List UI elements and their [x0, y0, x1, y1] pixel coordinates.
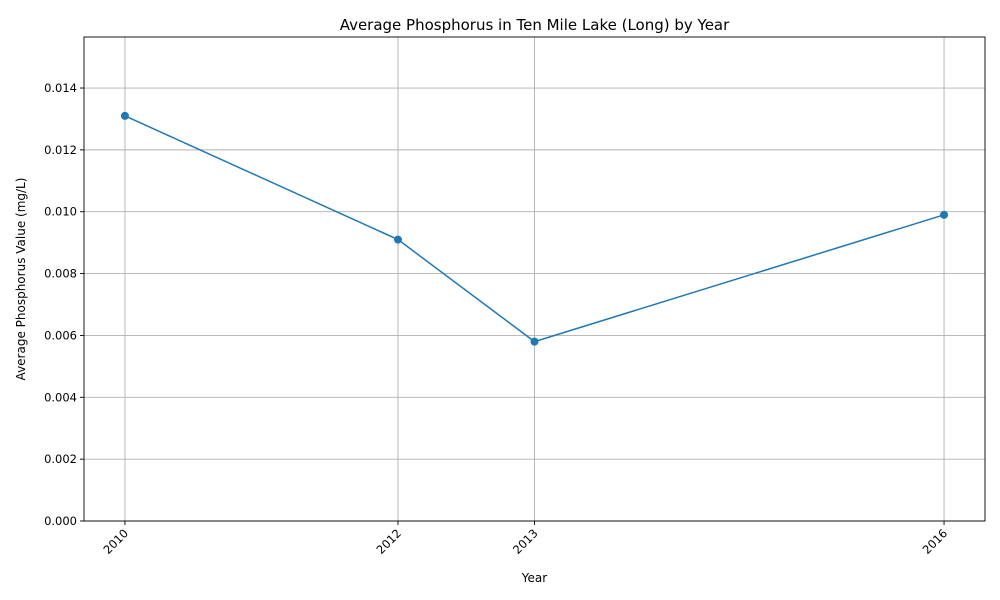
x-axis: 2010 2012 2013 2016: [100, 521, 950, 557]
x-tick-label: 2012: [374, 526, 405, 557]
x-tick-label: 2010: [100, 526, 131, 557]
y-axis: 0.000 0.002 0.004 0.006 0.008 0.010 0.012 0.014: [44, 81, 84, 528]
chart-title: Average Phosphorus in Ten Mile Lake (Lon…: [340, 16, 730, 34]
y-tick-label: 0.012: [44, 143, 77, 157]
y-tick-label: 0.008: [44, 267, 77, 281]
gridlines: [84, 37, 985, 522]
data-point: [393, 235, 402, 244]
y-tick-label: 0.010: [44, 205, 77, 219]
y-tick-label: 0.004: [44, 390, 77, 404]
data-point: [530, 337, 539, 346]
y-tick-label: 0.002: [44, 452, 77, 466]
y-tick-label: 0.006: [44, 328, 77, 342]
x-axis-label: Year: [521, 571, 547, 585]
series-line: [124, 115, 945, 343]
y-tick-label: 0.000: [44, 514, 77, 528]
x-tick-label: 2013: [510, 526, 541, 557]
x-tick-label: 2016: [920, 526, 951, 557]
y-axis-label: Average Phosphorus Value (mg/L): [14, 178, 28, 381]
data-point: [120, 111, 129, 120]
data-point: [940, 210, 949, 219]
y-tick-label: 0.014: [44, 81, 77, 95]
series-layer: [120, 111, 949, 346]
